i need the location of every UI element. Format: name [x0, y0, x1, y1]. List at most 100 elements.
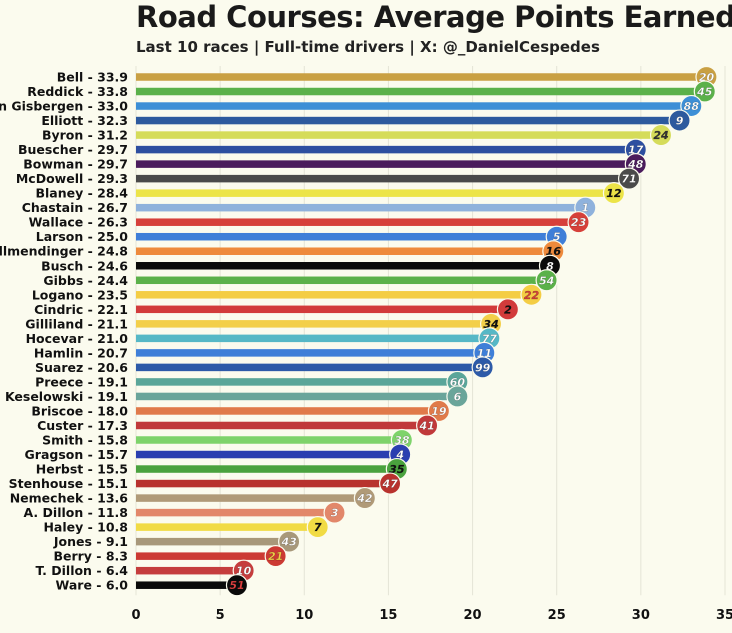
driver-label: Allmendinger - 24.8	[0, 244, 128, 259]
driver-label: Bowman - 29.7	[23, 157, 128, 172]
driver-label: Berry - 8.3	[53, 549, 128, 564]
badge-circle	[567, 211, 590, 234]
car-number: 9	[676, 115, 684, 128]
bar	[136, 537, 290, 546]
car-number-badge: 12	[602, 182, 626, 205]
x-tick-label: 25	[548, 608, 566, 623]
bar	[136, 189, 614, 197]
car-number: 8	[546, 260, 554, 273]
driver-label: Blaney - 28.4	[35, 186, 128, 201]
car-number-badge: 21	[264, 545, 287, 568]
car-number: 54	[539, 274, 554, 287]
badge-circle	[617, 167, 641, 190]
bar	[136, 320, 492, 328]
badge-circle	[668, 109, 691, 132]
driver-label: Hamlin - 20.7	[34, 345, 128, 360]
driver-label: Hocevar - 21.0	[26, 331, 129, 346]
car-number: 4	[395, 449, 404, 462]
car-number: 17	[628, 144, 644, 157]
x-tick-label: 15	[379, 608, 397, 623]
car-number: 1	[581, 202, 589, 215]
bar	[136, 494, 365, 502]
badge-circle	[225, 574, 249, 597]
bar	[136, 508, 335, 517]
bar	[136, 421, 428, 430]
x-tick-label: 30	[632, 608, 650, 623]
badge-circle	[535, 269, 558, 292]
car-number: 88	[684, 100, 700, 113]
bar	[136, 363, 483, 372]
car-number-badge: 41	[416, 414, 439, 437]
badge-circle	[693, 80, 716, 103]
car-number-badge: 3	[323, 501, 346, 524]
bar	[136, 465, 397, 473]
driver-label: Larson - 25.0	[36, 229, 129, 244]
car-number: 5	[553, 231, 561, 244]
car-number-badge: 9	[668, 109, 691, 132]
car-number: 71	[621, 173, 636, 186]
car-number: 51	[229, 579, 244, 592]
car-number: 47	[381, 478, 398, 491]
car-number-badge: 51	[225, 574, 249, 597]
bar	[136, 203, 586, 212]
car-number-badge: 23	[567, 211, 590, 234]
badge-circle	[427, 399, 451, 423]
driver-label: Suarez - 20.6	[35, 360, 128, 375]
driver-label: Ware - 6.0	[56, 578, 129, 593]
driver-label: Chastain - 26.7	[22, 200, 128, 215]
driver-label: Jones - 9.1	[53, 534, 128, 549]
badge-circle	[496, 298, 520, 321]
car-number: 3	[331, 507, 339, 520]
bar	[136, 291, 532, 299]
car-number: 2	[504, 303, 512, 316]
car-number: 45	[696, 86, 713, 99]
bar	[136, 160, 636, 168]
driver-label: Reddick - 33.8	[27, 84, 128, 99]
car-number-badge: 71	[617, 167, 641, 190]
driver-label: Keselowski - 19.1	[5, 389, 128, 404]
badge-circle	[264, 545, 287, 568]
driver-label: Elliott - 32.3	[41, 113, 128, 128]
driver-label: Buescher - 29.7	[18, 142, 128, 157]
bar	[136, 334, 490, 343]
car-number: 24	[653, 129, 668, 142]
car-number-badge: 99	[471, 356, 494, 379]
bar	[136, 566, 244, 575]
car-number-badge: 7	[306, 516, 329, 539]
badge-circle	[446, 385, 469, 408]
car-number: 60	[450, 376, 466, 389]
bar	[136, 581, 237, 589]
driver-label: Preece - 19.1	[35, 374, 128, 389]
bar	[136, 378, 458, 386]
car-number-badge: 19	[427, 399, 451, 423]
car-number: 42	[356, 492, 373, 505]
driver-label: T. Dillon - 6.4	[36, 563, 129, 578]
badge-circle	[416, 414, 439, 437]
bar	[136, 436, 402, 444]
driver-label: Wallace - 26.3	[29, 215, 128, 230]
car-number: 12	[606, 187, 622, 200]
driver-label: Bell - 33.9	[57, 70, 128, 85]
bar	[136, 262, 550, 270]
bar	[136, 102, 692, 110]
car-number-badge: 6	[446, 385, 469, 408]
driver-label: van Gisbergen - 33.0	[0, 99, 128, 114]
chart-title: Road Courses: Average Points Earned	[136, 0, 732, 34]
badge-circle	[379, 472, 402, 495]
driver-label: Stenhouse - 15.1	[9, 476, 128, 491]
x-tick-label: 35	[716, 608, 732, 623]
bar	[136, 218, 579, 226]
driver-label: Haley - 10.8	[43, 520, 128, 535]
driver-label: A. Dillon - 11.8	[24, 505, 128, 520]
bar	[136, 116, 680, 125]
driver-label: Herbst - 15.5	[36, 462, 128, 477]
car-number-badge: 54	[535, 269, 558, 292]
badge-circle	[306, 516, 329, 539]
bar	[136, 349, 485, 357]
car-number: 99	[475, 361, 491, 374]
badge-circle	[471, 356, 494, 379]
car-number-badge: 22	[520, 283, 543, 306]
bar	[136, 523, 318, 531]
badge-circle	[602, 182, 626, 205]
